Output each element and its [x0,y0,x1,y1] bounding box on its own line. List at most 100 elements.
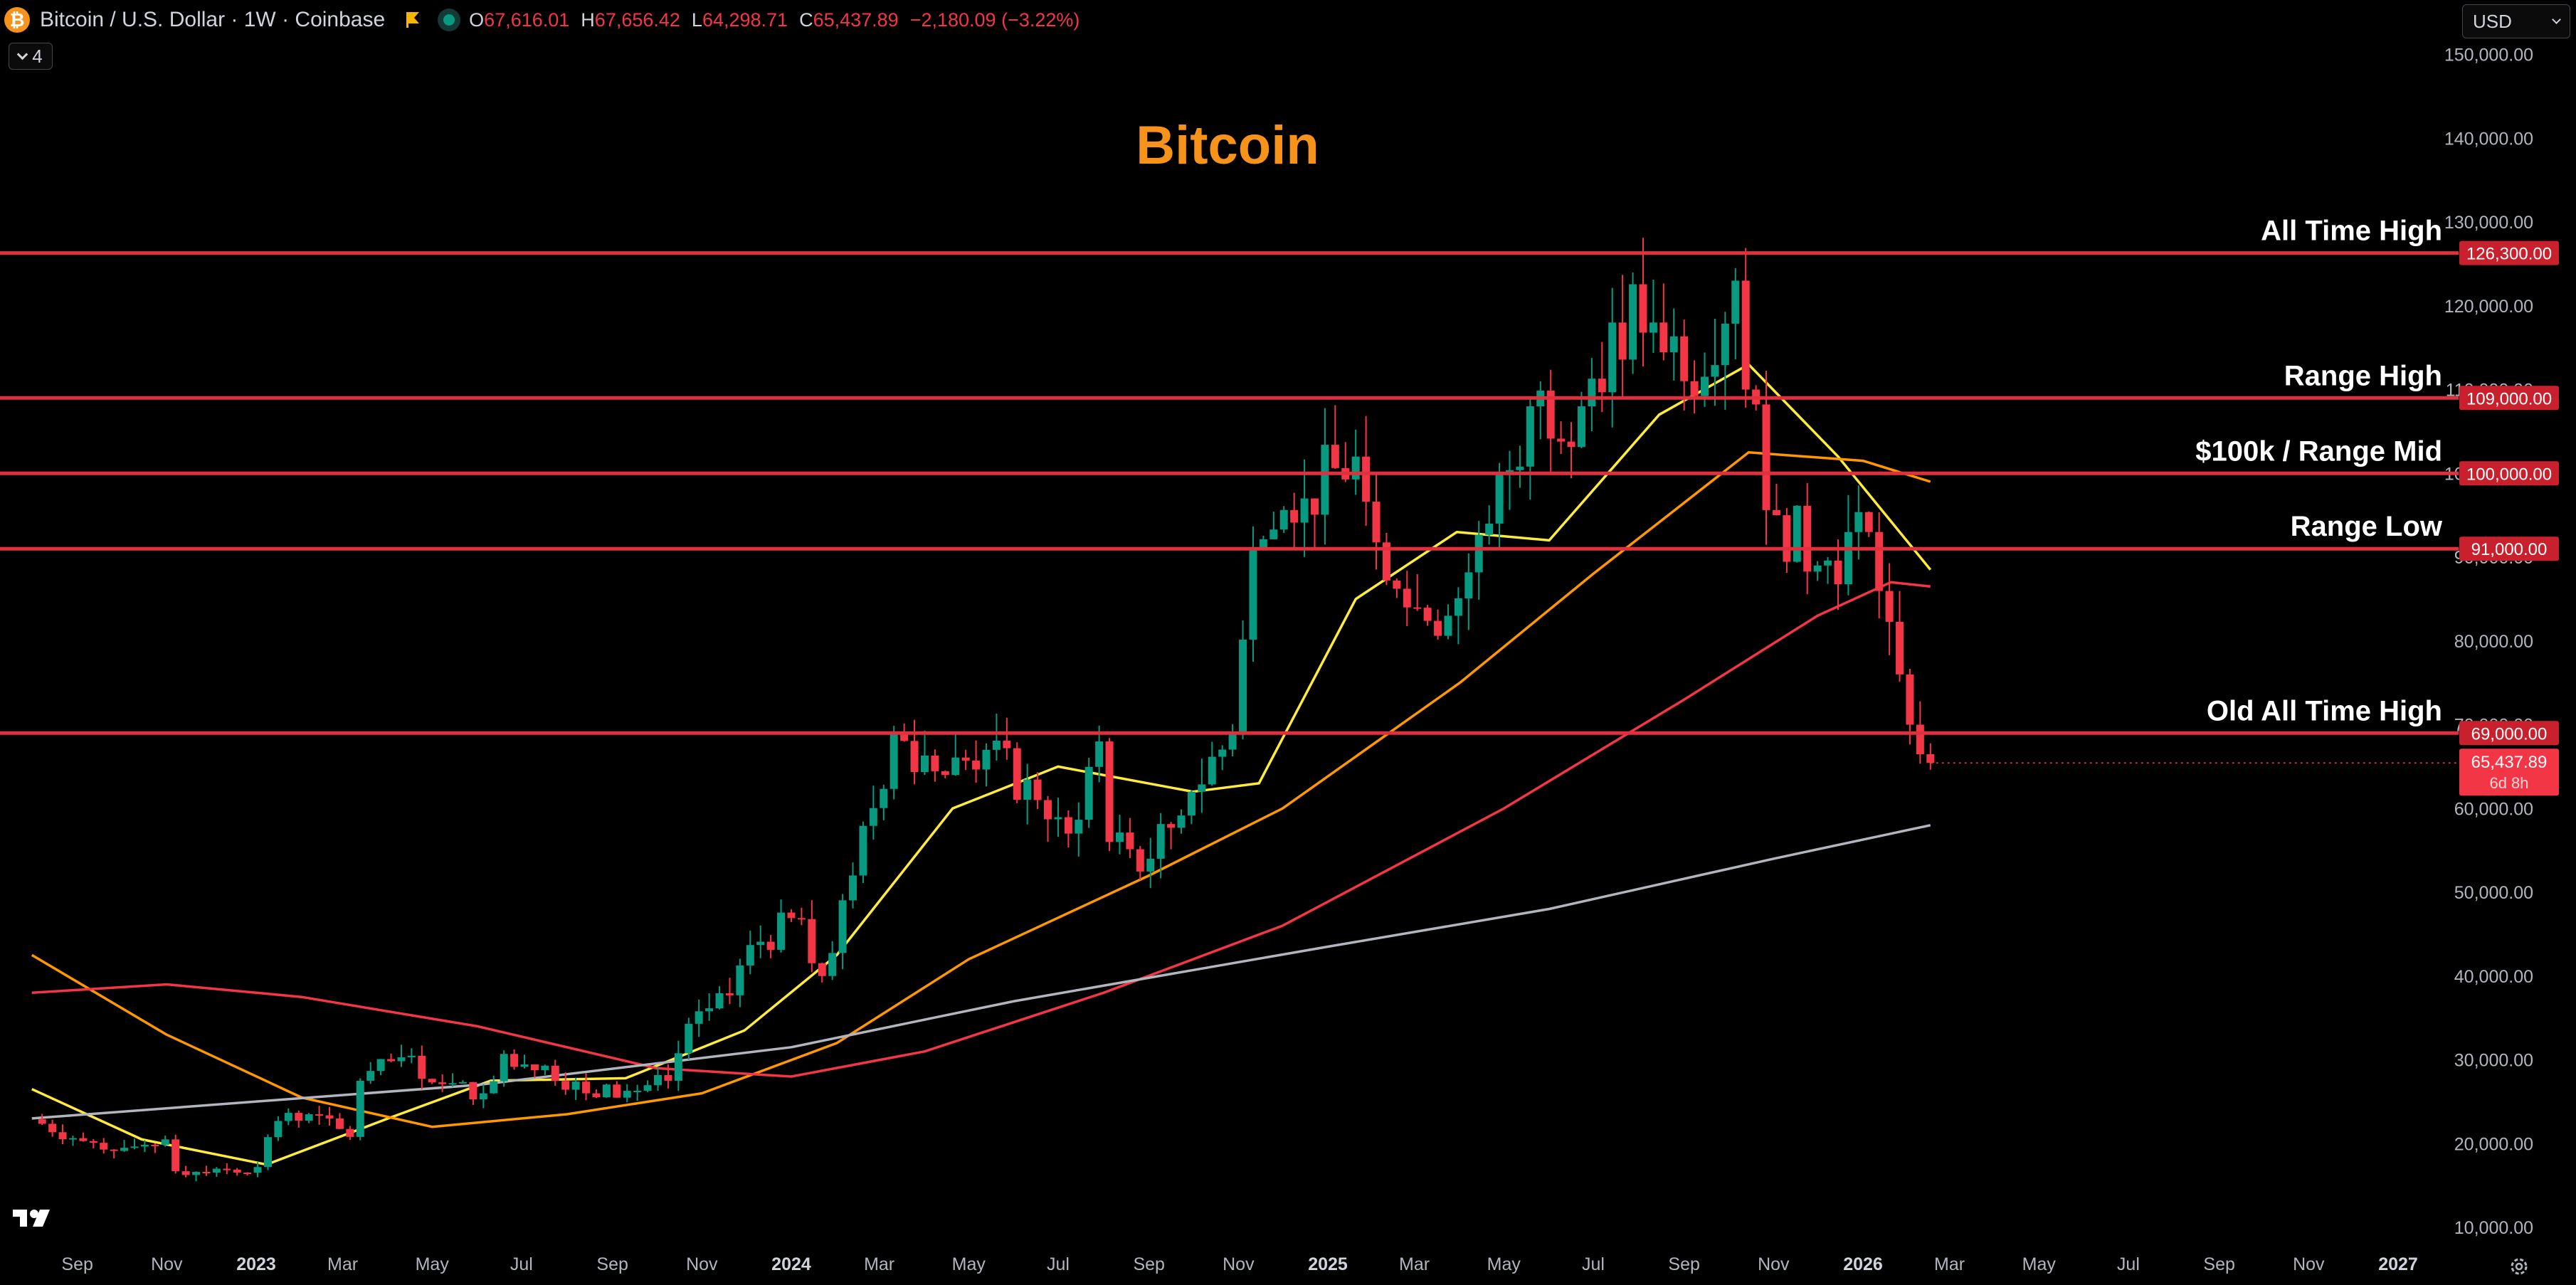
chevron-down-icon [2552,14,2561,24]
candle-body [448,1083,457,1085]
price-change: −2,180.09 (−3.22%) [909,9,1080,31]
market-status-icon[interactable] [438,9,461,31]
chart-title: Bitcoin [1136,115,1319,176]
candle-body [1567,441,1575,448]
level-price-tag [2459,240,2559,265]
bar-countdown-text: 6d 8h [2489,774,2528,792]
candle-body [490,1081,498,1094]
candle-body [140,1144,149,1147]
x-tick-label: Nov [1758,1254,1790,1274]
candle-body [1228,733,1237,750]
candle-body [1249,549,1257,640]
candle-body [510,1054,519,1067]
candle-body [438,1082,447,1084]
y-tick-label: 120,000.00 [2444,297,2533,317]
candle-body [212,1168,221,1173]
candle-body [849,875,857,901]
candle-body [685,1023,693,1054]
candle-body [253,1167,262,1173]
candle-body [181,1171,190,1175]
candle-body [1772,509,1780,516]
candle-body [1875,532,1884,591]
candle-body [941,771,949,776]
candle-body [376,1059,385,1072]
candle-body [1239,639,1247,734]
candle-body [38,1119,46,1124]
candle-body [571,1082,580,1090]
flag-icon[interactable] [403,11,422,29]
candle-body [1279,509,1288,530]
chart-header: ₿ Bitcoin / U.S. Dollar · 1W · Coinbase … [0,0,2434,40]
tradingview-logo[interactable] [11,1207,57,1230]
candle-body [130,1146,139,1148]
candle-body [1095,741,1104,767]
candle-body [1167,824,1176,828]
candle-body [1269,529,1278,539]
x-tick-label: Mar [327,1254,358,1274]
candle-body [920,755,929,773]
candle-body [1721,323,1729,366]
candle-body [1834,560,1842,585]
candle-body [387,1059,396,1062]
x-tick-label: 2024 [771,1254,811,1274]
candle-body [284,1113,292,1121]
moving-average-line [31,363,1932,1166]
candle-body [1156,824,1165,859]
candle-body [828,953,837,976]
candle-body [1741,280,1750,390]
candle-body [972,760,981,770]
moving-average-line [31,581,1931,1078]
candle-body [397,1057,406,1062]
level-price-tag [2459,721,2559,746]
x-tick-label: Nov [151,1254,183,1274]
candle-body [1403,588,1411,608]
last-price-text: 65,437.89 [2471,753,2548,772]
candle-body [592,1093,601,1098]
x-tick-label: 2027 [2378,1254,2418,1274]
y-tick-label: 130,000.00 [2444,213,2533,233]
level-price-tag-text: 100,000.00 [2466,465,2552,484]
candle-body [551,1065,559,1082]
candle-body [1885,591,1894,622]
ohlc-open: O67,616.01 [469,9,570,31]
candle-body [325,1115,334,1119]
candle-body [192,1172,201,1175]
symbol-title[interactable]: Bitcoin / U.S. Dollar · 1W · Coinbase [40,8,386,31]
candle-body [1444,615,1452,636]
candle-body [500,1054,508,1082]
candle-body [746,945,754,966]
candle-body [1916,724,1924,755]
level-price-tag [2459,386,2559,411]
candle-body [1824,560,1832,566]
level-price-tag-text: 91,000.00 [2471,540,2548,559]
candle-body [1896,621,1904,675]
candle-body [859,825,867,876]
candle-body [263,1137,272,1168]
currency-select[interactable]: USD [2462,4,2570,38]
candle-body [1906,674,1914,725]
candle-body [602,1084,611,1098]
candle-body [1598,379,1606,393]
candle-body [479,1093,487,1100]
candle-body [1372,502,1381,543]
candle-body [654,1074,663,1086]
candle-body [838,900,847,953]
candle-body [1054,817,1062,820]
candle-body [541,1065,549,1071]
indicators-toggle-button[interactable]: 4 [9,43,53,70]
candle-body [1474,534,1483,573]
candle-body [1783,515,1791,562]
x-tick-label: Mar [864,1254,894,1274]
x-tick-label: May [952,1254,986,1274]
gear-icon[interactable] [2508,1255,2530,1278]
candle-body [428,1079,436,1083]
candle-body [1105,741,1114,842]
level-label: $100k / Range Mid [2195,435,2442,467]
candle-body [1557,438,1566,442]
candle-body [1669,336,1678,353]
candle-body [1187,791,1195,816]
candle-body [151,1144,159,1146]
candle-body [1423,608,1432,621]
candle-body [1382,542,1390,581]
